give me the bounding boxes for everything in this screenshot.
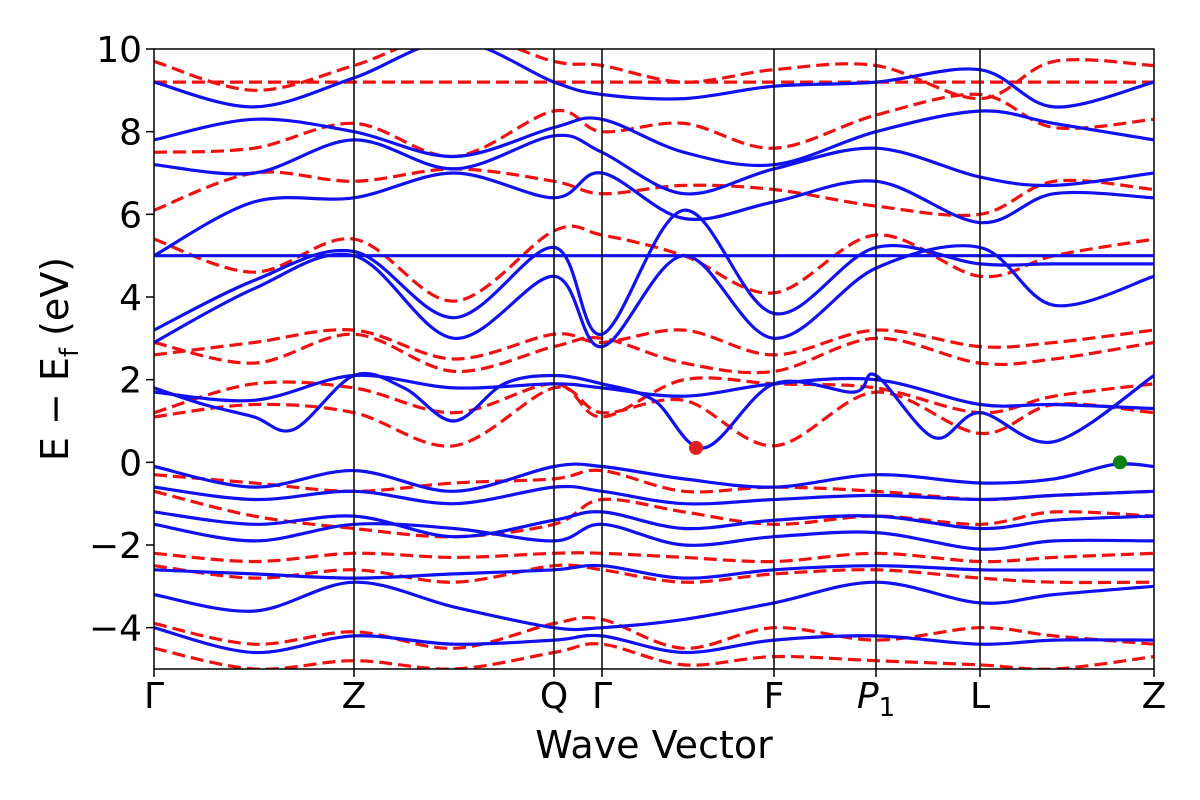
spin-up-band-1	[154, 484, 1154, 506]
cbm-marker	[689, 440, 703, 455]
spin-up-band-13	[154, 133, 1154, 196]
spin-up-band-0	[154, 462, 1154, 493]
spin-up-band-12	[154, 171, 1154, 258]
y-tick-label: 10	[96, 30, 142, 71]
y-axis-label-main: E − E	[33, 357, 77, 461]
spin-down-band-21	[154, 167, 1154, 218]
x-axis-ticks: Γ Z Q Γ F P1 L Z	[144, 669, 1166, 723]
spin-down-band-20	[154, 224, 1154, 303]
x-tick-label: P1	[857, 676, 895, 723]
spin-down-band-18	[154, 328, 1154, 361]
y-tick-label: 0	[119, 443, 142, 484]
spin-down-band-27	[154, 551, 1154, 564]
y-tick-label: 8	[119, 113, 142, 154]
spin-down-band-30	[154, 642, 1154, 669]
x-tick-label: Q	[540, 676, 568, 717]
y-axis-label: E − Ef (eV)	[33, 257, 85, 461]
series-layer	[154, 49, 1154, 669]
spin-down-band-22	[154, 92, 1154, 159]
y-tick-label: 4	[119, 278, 142, 319]
x-tick-label: Γ	[144, 676, 164, 717]
spin-down-band-16	[154, 385, 1154, 448]
spin-up-band-3	[154, 522, 1154, 551]
spin-up-band-8	[154, 373, 1154, 411]
x-tick-label: L	[970, 676, 990, 717]
x-tick-label: Z	[1142, 676, 1167, 717]
high-symmetry-lines	[353, 49, 981, 669]
y-tick-label: 6	[119, 195, 142, 236]
y-axis-label-sub: f	[55, 347, 85, 357]
plot-frame	[153, 48, 1155, 670]
y-tick-label: −4	[89, 609, 142, 650]
spin-down-band-24	[154, 49, 1154, 101]
spin-up-band-6	[154, 626, 1154, 655]
vbm-marker	[1113, 455, 1127, 470]
spin-down-band-29	[154, 616, 1154, 650]
y-tick-label: 2	[119, 361, 142, 402]
plot-background	[154, 49, 1154, 669]
spin-up-band-15	[154, 49, 1154, 109]
spin-down-band-19	[154, 332, 1154, 375]
x-tick-label: F	[764, 676, 785, 717]
y-axis-label-unit: (eV)	[33, 257, 77, 348]
spin-up-band-14	[154, 109, 1154, 168]
spin-down-band-28	[154, 563, 1154, 585]
spin-up-band-11	[154, 208, 1154, 336]
y-tick-label: −2	[89, 526, 142, 567]
x-axis-label: Wave Vector	[535, 723, 773, 767]
spin-up-band-5	[154, 580, 1154, 632]
x-tick-label: Z	[342, 676, 367, 717]
x-tick-label: Γ	[592, 676, 612, 717]
y-axis-ticks: −4 −2 0 2 4 6 8 10	[89, 30, 154, 650]
marker-layer	[689, 440, 1127, 470]
spin-up-band-2	[154, 510, 1154, 539]
